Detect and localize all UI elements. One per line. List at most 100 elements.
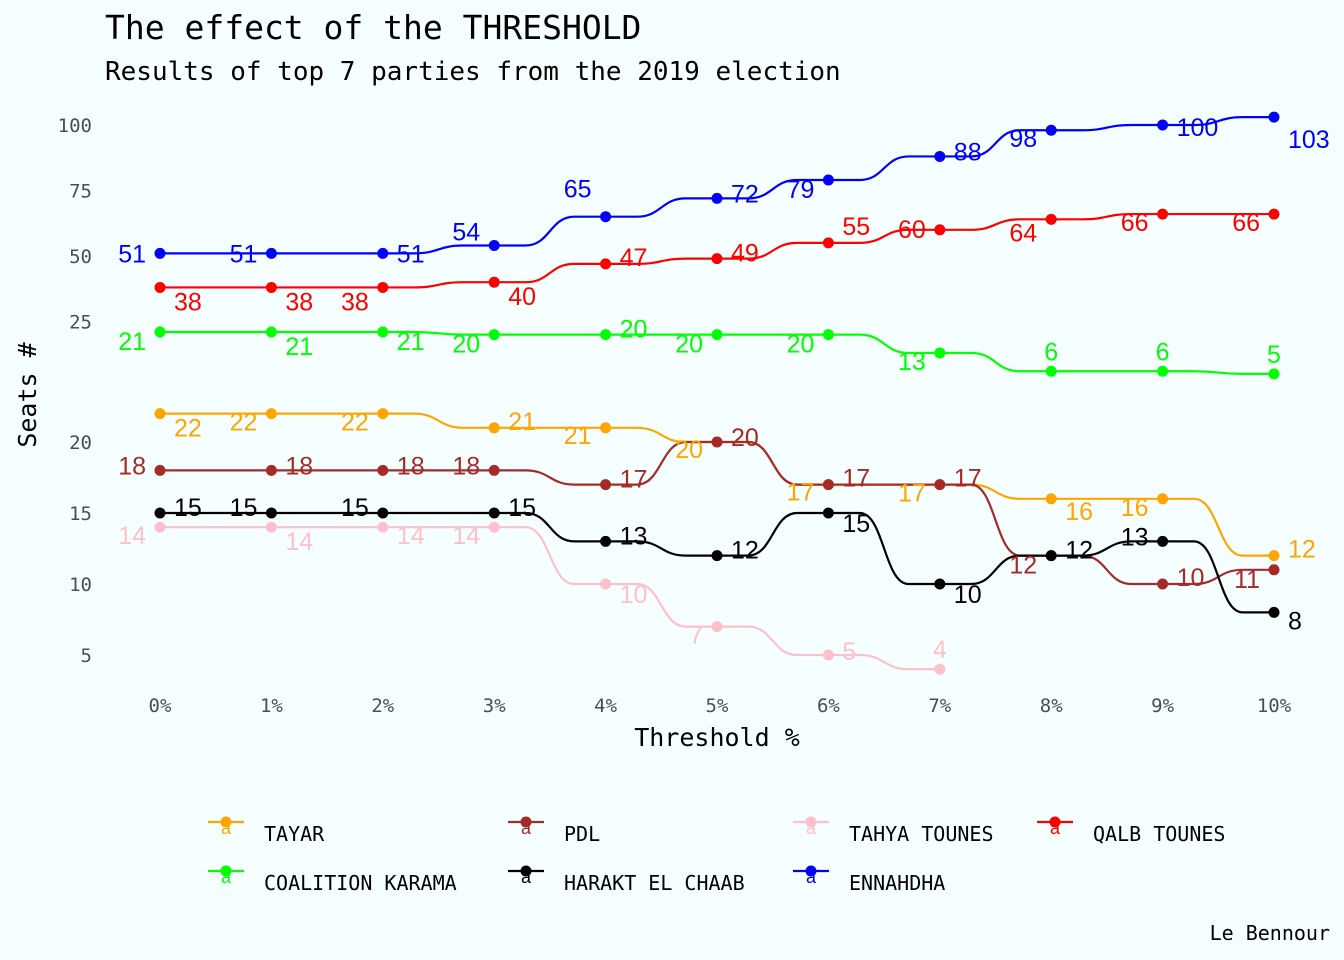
legend-label-5: HARAKT EL CHAAB: [564, 871, 745, 895]
data-label-0-4: 21: [564, 422, 592, 450]
data-label-5-4: 13: [620, 522, 648, 550]
data-label-2-4: 10: [620, 581, 648, 609]
y-axis-title: Seats #: [13, 342, 42, 447]
data-point-1-2: [377, 464, 389, 476]
legend-key-glyph-5: a: [521, 867, 532, 887]
data-label-1-2: 18: [397, 452, 425, 480]
x-tick-label-8: 8%: [1040, 695, 1063, 717]
legend-key-glyph-0: a: [221, 818, 232, 838]
legend-item-6: a ENNAHDHA: [793, 865, 945, 895]
data-point-5-9: [1157, 535, 1169, 547]
y-tick-label-5: 15: [69, 503, 92, 525]
legend-point-3: [1049, 816, 1061, 828]
legend-item-3: a QALB TOUNES: [1037, 816, 1225, 846]
data-label-4-1: 21: [285, 333, 313, 361]
legend-point-4: [220, 865, 232, 877]
x-tick-label-3: 3%: [483, 695, 506, 717]
chart-caption: Le Bennour: [1209, 921, 1330, 945]
data-label-0-1: 22: [230, 409, 258, 437]
data-label-3-10: 66: [1232, 209, 1260, 237]
x-tick-label-0: 0%: [149, 695, 172, 717]
data-label-3-0: 38: [174, 288, 202, 316]
data-point-6-4: [600, 211, 612, 223]
data-point-6-10: [1268, 111, 1280, 123]
data-point-0-10: [1268, 550, 1280, 562]
y-tick-label-4: 20: [69, 432, 92, 454]
data-label-4-8: 6: [1044, 338, 1058, 366]
data-point-4-8: [1045, 365, 1057, 377]
data-point-6-0: [154, 247, 166, 259]
data-label-1-3: 18: [452, 452, 480, 480]
data-label-1-8: 12: [1009, 552, 1037, 580]
legend: a TAYAR a PDL a TAHYA TOUNES a QALB TOUNES a COAL…: [208, 816, 1225, 895]
data-label-5-0: 15: [174, 494, 202, 522]
data-label-3-6: 55: [842, 213, 870, 241]
data-label-1-6: 17: [842, 465, 870, 493]
y-tick-label-2: 50: [69, 246, 92, 268]
x-axis-title: Threshold %: [634, 723, 800, 752]
data-label-0-0: 22: [174, 415, 202, 443]
data-point-2-4: [600, 578, 612, 590]
data-point-5-1: [265, 507, 277, 519]
series-line-0: [160, 412, 1274, 557]
x-tick-label-10: 10%: [1257, 695, 1292, 717]
data-point-3-7: [934, 224, 946, 236]
y-tick-label-3: 25: [69, 312, 92, 334]
legend-label-3: QALB TOUNES: [1093, 822, 1225, 846]
data-label-2-1: 14: [285, 528, 313, 556]
y-tick-label-1: 75: [69, 181, 92, 203]
data-label-1-0: 18: [118, 452, 146, 480]
data-point-3-1: [265, 281, 277, 293]
data-point-6-9: [1157, 119, 1169, 131]
data-label-0-10: 12: [1288, 536, 1316, 564]
legend-key-glyph-1: a: [521, 818, 532, 838]
data-point-3-4: [600, 258, 612, 270]
legend-key-glyph-3: a: [1050, 818, 1061, 838]
data-label-5-9: 13: [1121, 523, 1149, 551]
data-point-5-7: [934, 578, 946, 590]
data-point-2-1: [265, 521, 277, 533]
data-label-4-9: 6: [1156, 338, 1170, 366]
data-point-6-1: [265, 247, 277, 259]
legend-item-1: a PDL: [508, 816, 600, 846]
x-axis-ticks: 0% 1% 2% 3% 4% 5% 6% 7% 8% 9% 10%: [149, 695, 1292, 717]
data-point-2-7: [934, 663, 946, 675]
data-point-1-6: [822, 479, 834, 491]
data-point-3-2: [377, 281, 389, 293]
data-label-5-5: 12: [731, 537, 759, 565]
series-line-4: [160, 330, 1274, 375]
data-label-6-8: 98: [1009, 125, 1037, 153]
data-point-2-6: [822, 649, 834, 661]
data-label-6-10: 103: [1288, 126, 1330, 154]
data-label-1-4: 17: [620, 466, 648, 494]
data-point-6-2: [377, 247, 389, 259]
legend-key-glyph-6: a: [806, 867, 817, 887]
data-label-1-10: 11: [1234, 566, 1260, 594]
data-label-6-2: 51: [397, 240, 425, 268]
data-point-6-5: [711, 192, 723, 204]
legend-point-6: [805, 865, 817, 877]
data-point-4-5: [711, 329, 723, 341]
data-label-4-5: 20: [675, 331, 703, 359]
data-label-5-10: 8: [1288, 607, 1302, 635]
data-label-2-5: 7: [689, 622, 703, 650]
data-label-5-6: 15: [842, 510, 870, 538]
data-point-2-2: [377, 521, 389, 533]
data-label-6-4: 65: [564, 176, 592, 204]
data-point-4-0: [154, 326, 166, 338]
data-point-0-8: [1045, 493, 1057, 505]
x-tick-label-6: 6%: [817, 695, 840, 717]
data-point-5-5: [711, 550, 723, 562]
data-label-6-0: 51: [118, 240, 146, 268]
x-tick-label-2: 2%: [371, 695, 394, 717]
legend-point-0: [220, 816, 232, 828]
chart-title: The effect of the THRESHOLD: [105, 8, 642, 47]
data-point-3-5: [711, 253, 723, 265]
data-label-4-2: 21: [397, 328, 425, 356]
data-label-0-2: 22: [341, 409, 369, 437]
data-point-4-6: [822, 329, 834, 341]
data-point-3-9: [1157, 208, 1169, 220]
data-point-1-4: [600, 479, 612, 491]
data-point-0-2: [377, 408, 389, 420]
